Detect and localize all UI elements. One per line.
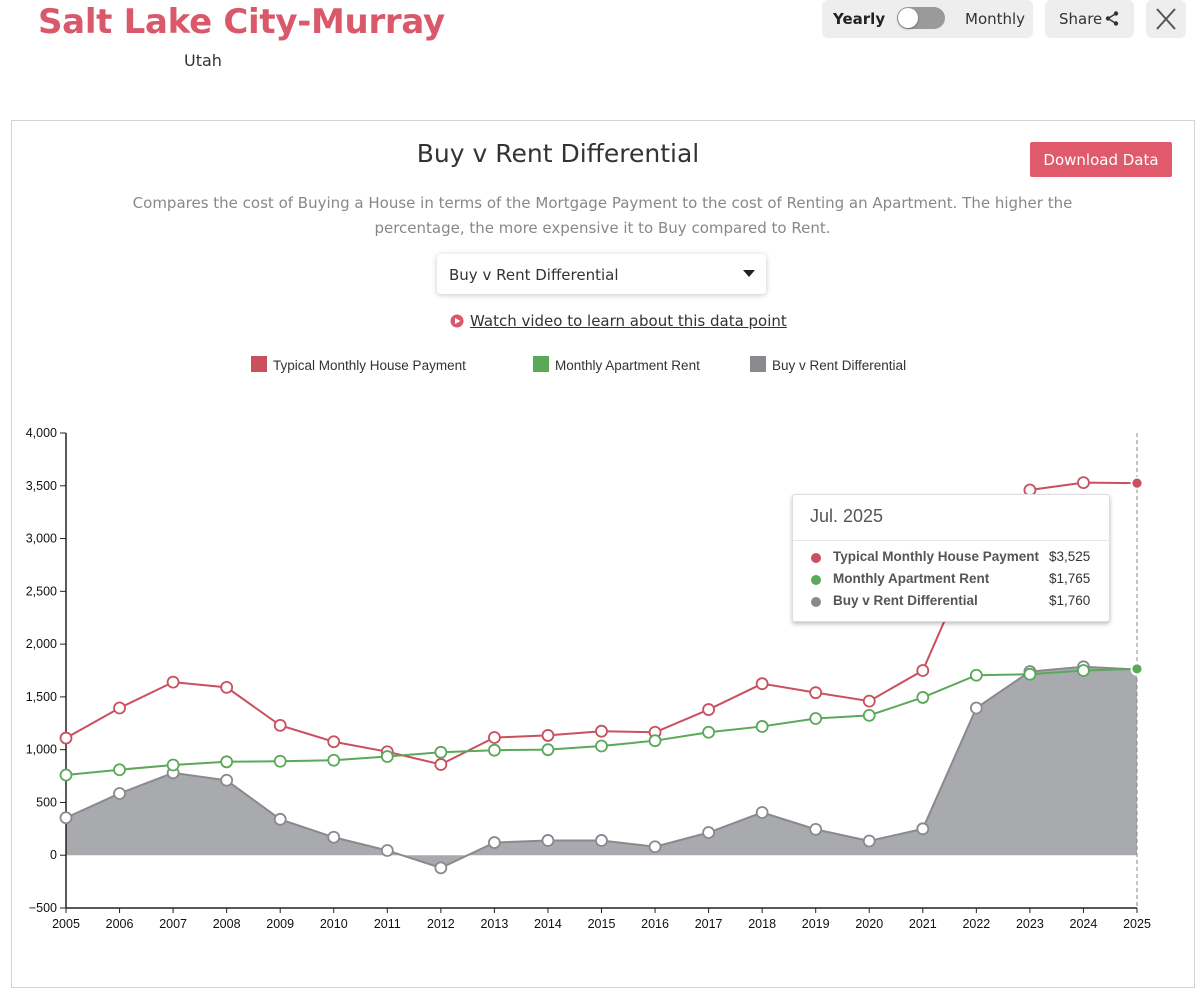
- legend-label: Typical Monthly House Payment: [273, 358, 466, 373]
- legend-label: Monthly Apartment Rent: [555, 358, 700, 373]
- toggle-knob: [898, 8, 918, 28]
- share-icon: [1105, 11, 1119, 26]
- metric-select-value: Buy v Rent Differential: [449, 266, 619, 284]
- tooltip-dot: [811, 575, 821, 585]
- tooltip-series-label: Typical Monthly House Payment: [833, 549, 1040, 564]
- tooltip-dot: [811, 553, 821, 563]
- legend-label: Buy v Rent Differential: [772, 358, 907, 373]
- tooltip-dot: [811, 597, 821, 607]
- tooltip-series-label: Buy v Rent Differential: [833, 593, 978, 608]
- download-data-button[interactable]: Download Data: [1030, 142, 1172, 177]
- play-icon: [450, 314, 464, 328]
- tooltip-value: $1,765: [1049, 571, 1091, 586]
- tooltip-date: Jul. 2025: [810, 506, 884, 526]
- caret-down-icon: [743, 270, 755, 277]
- share-label: Share: [1059, 10, 1103, 28]
- tooltip-row-buy-v-rent: Buy v Rent Differential $1,760: [793, 593, 1109, 611]
- tooltip-row-house-payment: Typical Monthly House Payment $3,525: [793, 549, 1109, 567]
- toggle-yearly-label[interactable]: Yearly: [833, 10, 886, 28]
- toggle-monthly-label[interactable]: Monthly: [965, 10, 1026, 28]
- chart-description: Compares the cost of Buying a House in t…: [132, 194, 1073, 237]
- close-button[interactable]: [1146, 0, 1186, 38]
- tooltip-row-apartment-rent: Monthly Apartment Rent $1,765: [793, 571, 1109, 589]
- tooltip-divider: [793, 540, 1109, 541]
- legend-swatch: [251, 356, 267, 372]
- watch-video-label[interactable]: Watch video to learn about this data poi…: [470, 312, 787, 330]
- metric-select[interactable]: Buy v Rent Differential: [437, 254, 766, 294]
- legend-swatch: [750, 356, 766, 372]
- chart-title: Buy v Rent Differential: [416, 139, 700, 168]
- chart-tooltip: Jul. 2025 Typical Monthly House Payment …: [792, 494, 1110, 622]
- tooltip-value: $1,760: [1049, 593, 1091, 608]
- tooltip-value: $3,525: [1049, 549, 1091, 564]
- close-icon: [1156, 8, 1176, 30]
- period-toggle[interactable]: Yearly Monthly: [822, 0, 1033, 38]
- tooltip-series-label: Monthly Apartment Rent: [833, 571, 990, 586]
- state-name: Utah: [184, 51, 222, 70]
- city-title: Salt Lake City-Murray: [38, 2, 445, 42]
- share-button[interactable]: Share: [1045, 0, 1134, 38]
- period-toggle-switch[interactable]: [897, 7, 945, 29]
- legend-swatch: [533, 356, 549, 372]
